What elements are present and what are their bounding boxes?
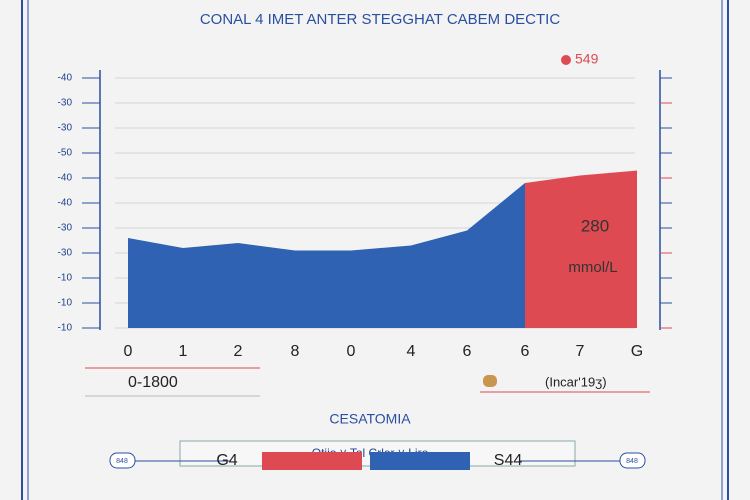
y-tick-label: -30 <box>58 123 73 134</box>
legend-swatch <box>370 452 470 470</box>
y-tick-label: -10 <box>58 323 73 334</box>
x-tick-label: 6 <box>521 343 530 360</box>
y-tick-label: -30 <box>58 98 73 109</box>
y-tick-label: -40 <box>58 198 73 209</box>
legend-label: S44 <box>494 452 523 469</box>
x-tick-label: 4 <box>407 343 416 360</box>
area <box>128 183 525 328</box>
y-tick-label: -40 <box>58 73 73 84</box>
dot <box>561 55 571 65</box>
pill <box>109 452 136 469</box>
legend-label: G4 <box>216 452 237 469</box>
annotation: 549 <box>575 51 599 67</box>
y-tick-label: -50 <box>58 148 73 159</box>
y-tick-label: -40 <box>58 173 73 184</box>
legend-swatch <box>262 452 362 470</box>
y-tick-label: -10 <box>58 298 73 309</box>
pill-label: 848 <box>116 458 128 465</box>
chart-title: CONAL 4 IMET ANTER STEGGHAT CABEM DECTIC <box>200 11 561 28</box>
x-tick-label: 0 <box>124 343 133 360</box>
pill-label: 848 <box>626 458 638 465</box>
x-tick-label: 1 <box>179 343 188 360</box>
x-tick-label: 6 <box>463 343 472 360</box>
pill <box>619 452 646 469</box>
icon <box>483 375 497 387</box>
section-title: CESATOMIA <box>329 411 411 427</box>
y-tick-label: -30 <box>58 223 73 234</box>
y-tick-label: -10 <box>58 273 73 284</box>
x-tick-label: 7 <box>576 343 585 360</box>
y-tick-label: -30 <box>58 248 73 259</box>
x-tick-label: 0 <box>347 343 356 360</box>
annotation: 0-1800 <box>128 374 178 391</box>
annotation: mmol/L <box>568 259 617 276</box>
annotation: (Incar'19ʒ) <box>545 374 607 389</box>
annotation: 280 <box>581 216 609 235</box>
area <box>525 170 637 328</box>
x-tick-label: 8 <box>291 343 300 360</box>
x-tick-label: G <box>631 343 643 360</box>
x-tick-label: 2 <box>234 343 243 360</box>
